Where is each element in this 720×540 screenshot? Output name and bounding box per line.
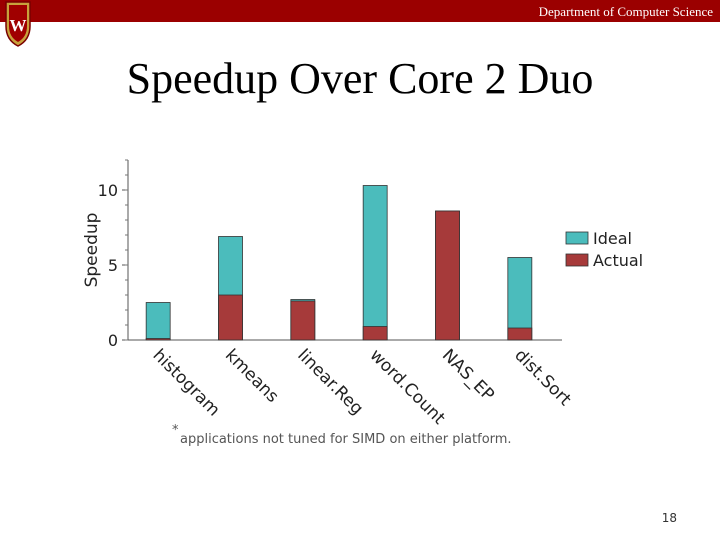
chart-title: Speedup Over Core 2 Duo [127,54,594,103]
x-tick-label: NAS_EP [438,345,498,405]
bar [290,300,316,341]
y-tick-label: 5 [108,256,118,275]
x-tick-label: histogram [149,345,224,420]
bar [218,294,243,341]
logo: W [5,1,31,47]
footnote: applications not tuned for SIMD on eithe… [180,432,512,447]
x-tick-label: kmeans [221,345,283,407]
legend-swatch [565,231,589,245]
y-tick-label: 10 [98,181,118,200]
y-tick-label: 0 [108,331,118,350]
bar [145,338,171,341]
bar [362,326,388,341]
x-tick-label: dist.Sort [510,345,575,410]
x-tick-label: linear.Reg [293,345,367,419]
bar [507,257,533,341]
svg-text:W: W [10,16,27,35]
header-bar [0,0,720,22]
y-axis-label: Speedup [82,213,102,288]
bar [507,327,533,341]
bar [145,302,171,341]
legend-swatch [565,253,589,267]
x-tick-label: word.Count [366,345,449,428]
footnote-mark: * [172,423,179,438]
legend-label: Ideal [593,229,632,248]
legend-label: Actual [593,251,643,270]
department: Department of Computer Science [539,4,714,19]
bar [362,185,388,341]
page-number: 18 [662,511,677,525]
bar [435,210,460,341]
